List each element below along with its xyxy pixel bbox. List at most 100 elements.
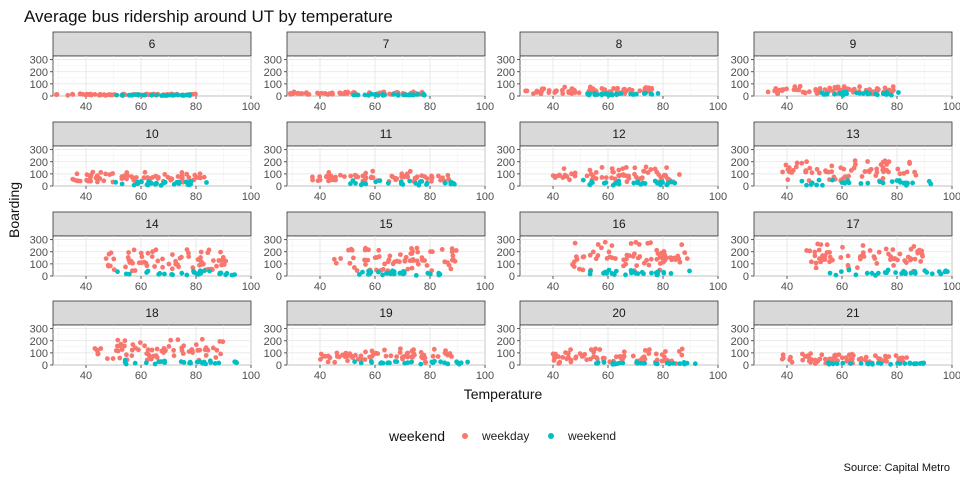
data-point-weekend bbox=[902, 361, 908, 366]
data-point-weekday bbox=[342, 174, 347, 180]
data-point-weekend bbox=[943, 268, 949, 274]
data-point-weekend bbox=[455, 360, 460, 366]
data-point-weekday bbox=[620, 172, 626, 177]
data-point-weekday bbox=[424, 263, 430, 268]
data-point-weekday bbox=[179, 176, 185, 182]
data-point-weekday bbox=[597, 347, 603, 352]
data-point-weekday bbox=[876, 249, 882, 255]
data-point-weekend bbox=[924, 270, 930, 275]
data-point-weekday bbox=[663, 349, 668, 354]
data-point-weekday bbox=[675, 253, 681, 259]
data-point-weekend bbox=[867, 91, 872, 96]
data-point-weekday bbox=[216, 258, 222, 263]
data-point-weekend bbox=[858, 361, 864, 366]
data-point-weekend bbox=[181, 93, 186, 98]
data-point-weekday bbox=[765, 89, 771, 95]
y-tick-label: 200 bbox=[497, 67, 515, 79]
data-point-weekend bbox=[908, 270, 914, 276]
data-point-weekend bbox=[198, 270, 204, 276]
facet-strip-label: 20 bbox=[612, 306, 626, 320]
data-point-weekday bbox=[918, 259, 924, 264]
data-point-weekday bbox=[626, 173, 631, 179]
data-point-weekday bbox=[162, 172, 168, 177]
data-point-weekday bbox=[175, 337, 181, 343]
data-point-weekday bbox=[443, 351, 449, 357]
data-point-weekday bbox=[843, 355, 849, 361]
data-point-weekday bbox=[641, 260, 647, 266]
data-point-weekend bbox=[649, 92, 655, 97]
data-point-weekday bbox=[399, 355, 405, 360]
data-point-weekday bbox=[648, 256, 654, 262]
data-point-weekday bbox=[859, 174, 865, 179]
data-point-weekend bbox=[113, 179, 119, 185]
data-point-weekend bbox=[194, 359, 200, 365]
y-tick-label: 200 bbox=[30, 336, 48, 348]
data-point-weekday bbox=[783, 162, 789, 168]
facet-strip bbox=[52, 300, 252, 326]
data-point-weekend bbox=[606, 267, 612, 273]
y-tick-label: 200 bbox=[731, 247, 749, 259]
x-tick-label: 40 bbox=[781, 370, 793, 382]
data-point-weekday bbox=[387, 91, 392, 97]
x-tick-label: 40 bbox=[314, 101, 326, 113]
data-point-weekday bbox=[65, 92, 71, 98]
data-point-weekend bbox=[181, 360, 187, 365]
data-point-weekend bbox=[119, 181, 125, 187]
x-tick-label: 40 bbox=[547, 101, 559, 113]
data-point-weekday bbox=[786, 165, 792, 171]
data-point-weekday bbox=[839, 355, 845, 361]
y-tick-label: 100 bbox=[264, 169, 282, 181]
facet-strip-label: 12 bbox=[612, 127, 626, 141]
data-point-weekend bbox=[352, 359, 357, 365]
data-point-weekday bbox=[847, 87, 852, 92]
data-point-weekday bbox=[880, 165, 886, 171]
data-point-weekday bbox=[883, 353, 888, 359]
data-point-weekday bbox=[777, 87, 782, 93]
data-point-weekend bbox=[401, 92, 406, 98]
data-point-weekday bbox=[372, 255, 378, 261]
data-point-weekend bbox=[641, 271, 646, 277]
data-point-weekday bbox=[566, 354, 571, 360]
data-point-weekday bbox=[556, 361, 562, 366]
data-point-weekday bbox=[883, 246, 889, 252]
data-point-weekday bbox=[154, 346, 160, 352]
data-point-weekend bbox=[413, 273, 419, 278]
data-point-weekend bbox=[865, 180, 871, 186]
data-point-weekday bbox=[401, 174, 406, 180]
data-point-weekend bbox=[229, 272, 235, 278]
data-point-weekday bbox=[153, 173, 159, 179]
data-point-weekday bbox=[202, 347, 208, 353]
y-tick-label: 100 bbox=[731, 259, 749, 271]
x-tick-label: 100 bbox=[709, 281, 727, 293]
data-point-weekend bbox=[592, 92, 598, 98]
data-point-weekday bbox=[662, 354, 667, 360]
data-point-weekday bbox=[125, 255, 131, 260]
data-point-weekday bbox=[95, 179, 100, 185]
data-point-weekend bbox=[820, 182, 825, 188]
data-point-weekend bbox=[857, 90, 863, 96]
data-point-weekend bbox=[920, 361, 926, 367]
data-point-weekday bbox=[661, 254, 666, 259]
x-tick-label: 80 bbox=[657, 370, 669, 382]
data-point-weekday bbox=[334, 350, 340, 356]
data-point-weekend bbox=[135, 179, 140, 185]
y-tick-label: 200 bbox=[30, 157, 48, 169]
y-tick-label: 100 bbox=[731, 79, 749, 91]
y-tick-label: 0 bbox=[743, 91, 749, 103]
data-point-weekend bbox=[162, 179, 168, 185]
y-tick-label: 0 bbox=[276, 360, 282, 372]
data-point-weekend bbox=[814, 182, 819, 188]
legend-key-weekday bbox=[462, 433, 468, 439]
data-point-weekday bbox=[166, 261, 172, 267]
data-point-weekday bbox=[430, 353, 436, 359]
data-point-weekend bbox=[438, 359, 443, 365]
data-point-weekday bbox=[306, 92, 312, 97]
data-point-weekday bbox=[673, 257, 678, 263]
data-point-weekday bbox=[807, 89, 812, 95]
data-point-weekday bbox=[388, 353, 394, 359]
data-point-weekday bbox=[568, 359, 574, 365]
y-tick-label: 0 bbox=[509, 360, 515, 372]
data-point-weekday bbox=[602, 239, 608, 245]
